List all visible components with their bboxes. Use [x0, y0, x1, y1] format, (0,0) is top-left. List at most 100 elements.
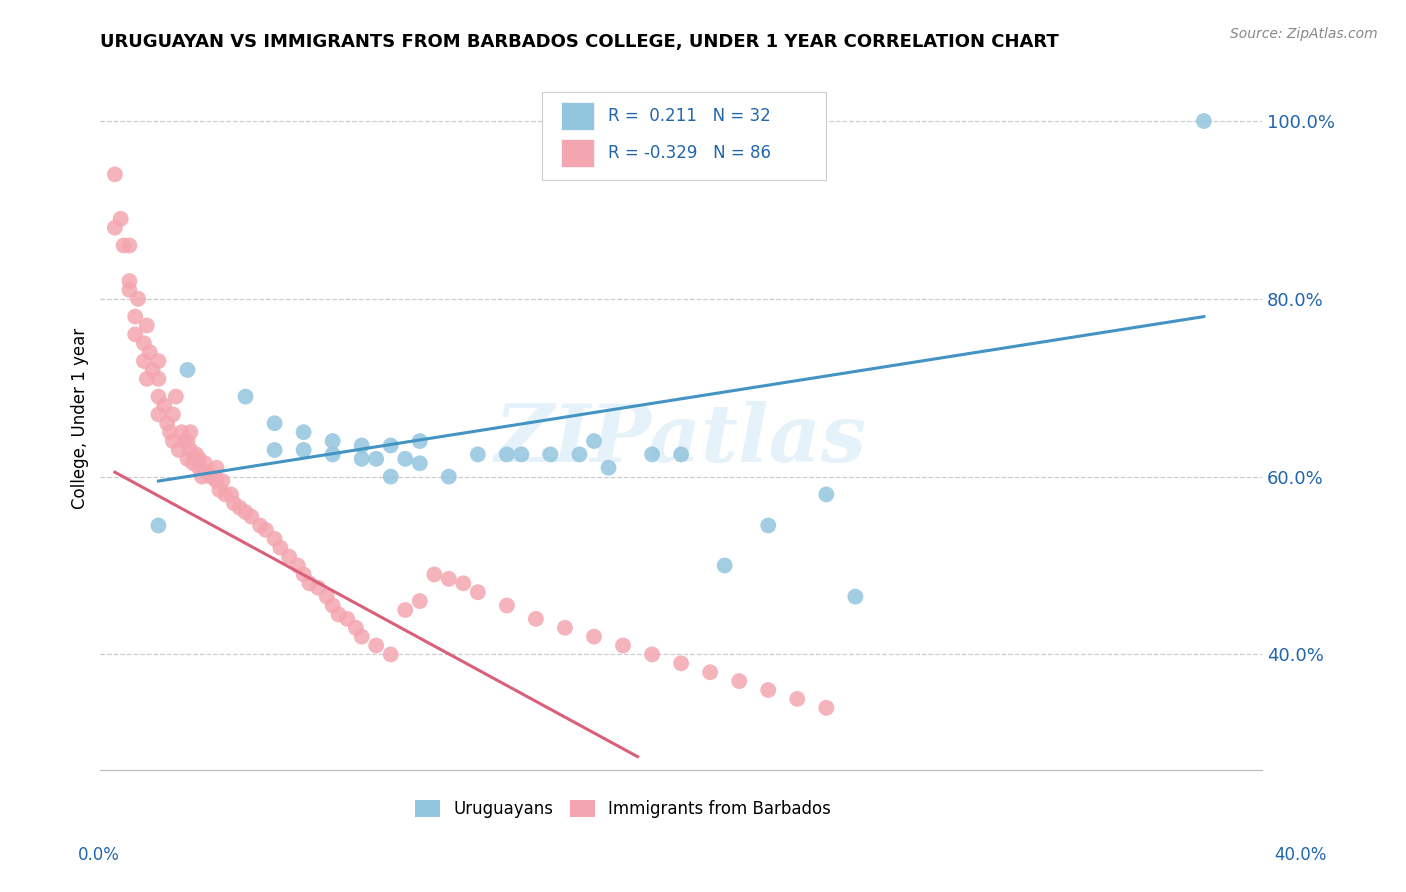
Point	[176, 451, 198, 466]
Point	[292, 567, 315, 582]
Point	[815, 487, 838, 501]
Point	[148, 372, 170, 386]
Point	[194, 456, 217, 470]
Point	[156, 417, 179, 431]
Point	[322, 434, 344, 448]
Point	[181, 456, 204, 470]
Text: R =  0.211   N = 32: R = 0.211 N = 32	[607, 107, 770, 126]
Point	[366, 451, 388, 466]
Point	[350, 451, 373, 466]
Point	[179, 425, 201, 439]
Point	[142, 363, 165, 377]
Text: R = -0.329   N = 86: R = -0.329 N = 86	[607, 144, 770, 161]
Point	[229, 500, 252, 515]
Point	[307, 581, 329, 595]
Point	[191, 469, 214, 483]
Point	[124, 310, 146, 324]
Point	[568, 447, 591, 461]
Point	[540, 447, 562, 461]
Point	[350, 630, 373, 644]
Point	[641, 648, 664, 662]
Point	[453, 576, 475, 591]
Point	[582, 434, 605, 448]
Legend: Uruguayans, Immigrants from Barbados: Uruguayans, Immigrants from Barbados	[408, 793, 838, 825]
Point	[176, 363, 198, 377]
Point	[380, 438, 402, 452]
Point	[467, 585, 489, 599]
Point	[124, 327, 146, 342]
FancyBboxPatch shape	[561, 103, 593, 130]
Point	[205, 460, 228, 475]
Point	[167, 442, 190, 457]
Point	[612, 639, 634, 653]
Point	[394, 451, 416, 466]
Point	[135, 372, 157, 386]
Point	[148, 390, 170, 404]
Point	[669, 447, 692, 461]
Point	[197, 465, 219, 479]
Point	[179, 442, 201, 457]
Point	[135, 318, 157, 333]
Point	[222, 496, 245, 510]
Point	[132, 336, 155, 351]
Point	[263, 442, 285, 457]
Point	[170, 425, 193, 439]
Point	[496, 599, 519, 613]
Point	[254, 523, 277, 537]
Point	[328, 607, 350, 622]
Point	[263, 417, 285, 431]
Point	[205, 474, 228, 488]
Point	[118, 283, 141, 297]
Point	[162, 408, 184, 422]
Point	[423, 567, 446, 582]
Point	[176, 434, 198, 448]
FancyBboxPatch shape	[541, 92, 827, 180]
Point	[496, 447, 519, 461]
Point	[322, 599, 344, 613]
Point	[138, 345, 160, 359]
Point	[186, 447, 208, 461]
Point	[292, 425, 315, 439]
Point	[132, 354, 155, 368]
Point	[104, 167, 127, 181]
Point	[713, 558, 735, 573]
Point	[366, 639, 388, 653]
Point	[159, 425, 181, 439]
Point	[292, 442, 315, 457]
Point	[112, 238, 135, 252]
Point	[467, 447, 489, 461]
Point	[208, 483, 231, 497]
Point	[394, 603, 416, 617]
Point	[269, 541, 291, 555]
Point	[554, 621, 576, 635]
Point	[844, 590, 866, 604]
Point	[582, 630, 605, 644]
Point	[524, 612, 547, 626]
Point	[173, 434, 195, 448]
Point	[127, 292, 149, 306]
Point	[153, 399, 176, 413]
Text: 0.0%: 0.0%	[77, 846, 120, 863]
Point	[344, 621, 367, 635]
Point	[148, 354, 170, 368]
Point	[188, 460, 211, 475]
Point	[162, 434, 184, 448]
Point	[437, 572, 460, 586]
Point	[409, 594, 432, 608]
Point	[315, 590, 337, 604]
Point	[380, 469, 402, 483]
Point	[214, 487, 236, 501]
Point	[148, 518, 170, 533]
Point	[249, 518, 271, 533]
Point	[510, 447, 533, 461]
Point	[641, 447, 664, 461]
Y-axis label: College, Under 1 year: College, Under 1 year	[72, 328, 89, 509]
Point	[200, 469, 222, 483]
Point	[756, 518, 779, 533]
Point	[380, 648, 402, 662]
Point	[322, 447, 344, 461]
Point	[287, 558, 309, 573]
Point	[728, 674, 751, 689]
Point	[409, 434, 432, 448]
Point	[235, 505, 257, 519]
